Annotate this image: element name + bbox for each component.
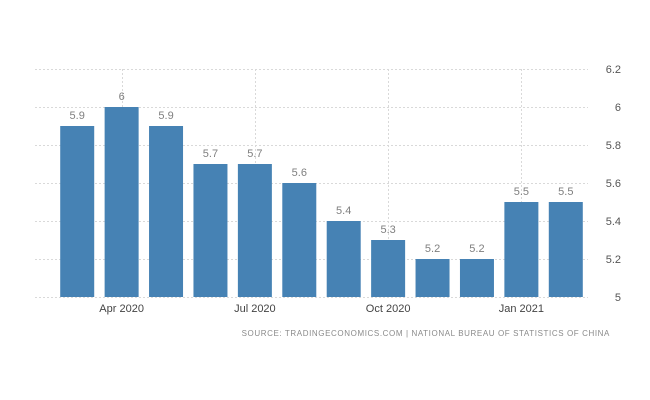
y-tick-label: 6 <box>615 102 621 114</box>
bar-value-label: 5.9 <box>158 110 173 122</box>
source-note: SOURCE: TRADINGECONOMICS.COM | NATIONAL … <box>241 329 610 338</box>
y-tick-label: 5.8 <box>606 140 621 152</box>
y-tick-label: 5.2 <box>606 254 621 266</box>
y-axis-tick-labels: 5 5.2 5.4 5.6 5.8 6 6.2 <box>606 64 621 304</box>
bar <box>548 202 583 297</box>
bar <box>237 164 272 297</box>
bars <box>60 107 583 297</box>
bar-value-label: 5.2 <box>425 243 440 255</box>
y-tick-label: 5.4 <box>606 216 621 228</box>
bar-value-label: 5.7 <box>247 148 262 160</box>
x-tick-label: Jan 2021 <box>499 303 544 315</box>
bar <box>60 126 95 297</box>
bar-value-label: 5.7 <box>203 148 218 160</box>
bar-value-label: 5.6 <box>292 167 307 179</box>
y-tick-label: 6.2 <box>606 64 621 76</box>
y-tick-label: 5.6 <box>606 178 621 190</box>
bar <box>326 221 361 297</box>
bar-value-label: 5.5 <box>514 186 529 198</box>
bar-value-label: 5.4 <box>336 205 351 217</box>
x-tick-label: Apr 2020 <box>99 303 144 315</box>
x-tick-label: Oct 2020 <box>366 303 411 315</box>
x-axis-tick-labels: Apr 2020 Jul 2020 Oct 2020 Jan 2021 <box>99 303 544 315</box>
bar-value-label: 5.9 <box>70 110 85 122</box>
bar-value-label: 5.3 <box>380 224 395 236</box>
bar <box>282 183 317 297</box>
bar <box>149 126 184 297</box>
bar-value-label: 5.5 <box>558 186 573 198</box>
bar <box>371 240 406 297</box>
x-tick-label: Jul 2020 <box>234 303 276 315</box>
bar <box>459 259 494 297</box>
data-labels: 5.9 6 5.9 5.7 5.7 5.6 5.4 5.3 5.2 5.2 5.5 5.5 <box>70 91 574 255</box>
bar <box>193 164 228 297</box>
bar <box>415 259 450 297</box>
bar <box>504 202 539 297</box>
bar-value-label: 6 <box>119 91 125 103</box>
bar-value-label: 5.2 <box>469 243 484 255</box>
y-tick-label: 5 <box>615 292 621 304</box>
bar <box>104 107 139 297</box>
